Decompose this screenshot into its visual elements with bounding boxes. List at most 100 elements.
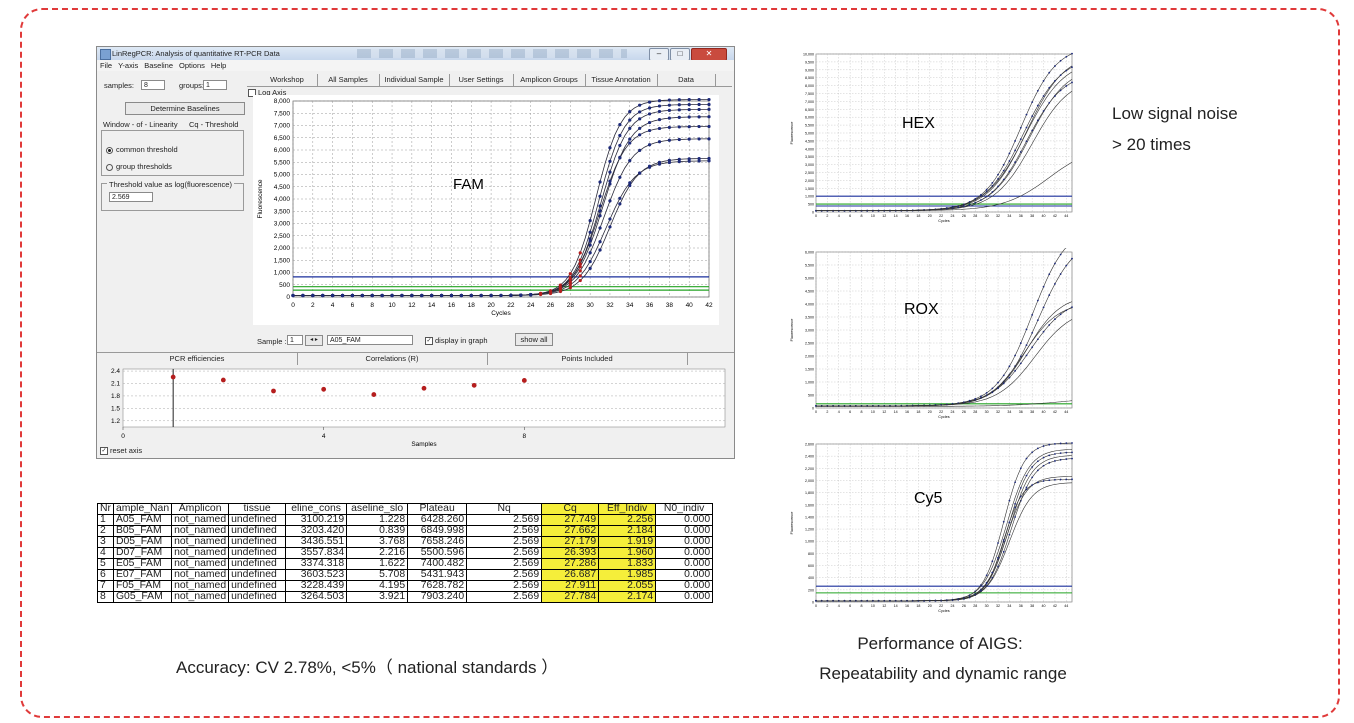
y-tick-label: 6,500: [274, 135, 291, 142]
data-point: [980, 199, 982, 201]
x-tick-label: 38: [1030, 410, 1034, 414]
determine-baselines-button[interactable]: Determine Baselines: [125, 102, 245, 115]
data-point: [1014, 149, 1017, 152]
plot-area: [122, 368, 726, 428]
menu-help[interactable]: Help: [210, 61, 227, 70]
data-point: [1014, 516, 1017, 518]
rox-chart: 0 500 1,000 1,500 2,000 2,500 3,000 3,500 4,000 4…: [784, 248, 1074, 424]
tab-pcr-efficiencies[interactable]: PCR efficiencies: [97, 353, 298, 365]
fam-data-point: [608, 179, 612, 183]
tab-cq-threshold[interactable]: Cq - Threshold: [189, 120, 239, 129]
fam-data-point: [598, 214, 602, 218]
data-point: [997, 387, 999, 390]
threshold-field[interactable]: 2.569: [109, 192, 153, 202]
fam-data-point: [420, 293, 424, 298]
table-cell: F05_FAM: [112, 580, 173, 592]
x-tick-label: 4: [838, 604, 840, 608]
fam-data-point: [638, 171, 642, 175]
table-cell: 1.622: [346, 558, 409, 570]
y-tick-label: 400: [808, 576, 814, 580]
display-in-graph-checkbox[interactable]: ✓ display in graph: [425, 336, 488, 346]
data-point: [997, 185, 999, 188]
data-point: [1071, 306, 1073, 309]
col-header: Plateau: [407, 503, 468, 515]
data-point: [1065, 55, 1068, 58]
y-tick-label: 500: [279, 282, 290, 289]
x-tick-label: 30: [985, 410, 989, 414]
y-tick-label: 4,000: [805, 147, 814, 151]
x-tick-label: 34: [1007, 214, 1011, 218]
data-point: [997, 556, 999, 559]
fam-data-point: [697, 97, 701, 102]
tab-amplicon-groups[interactable]: Amplicon Groups: [513, 74, 586, 86]
data-point: [1048, 71, 1051, 74]
col-header: Amplicon: [171, 503, 230, 515]
table-cell: not_named: [171, 536, 230, 548]
data-point: [997, 173, 999, 176]
tab-tissue-annotation[interactable]: Tissue Annotation: [585, 74, 658, 86]
tab-points-included[interactable]: Points Included: [487, 353, 688, 365]
reset-axis-checkbox[interactable]: ✓ reset axis: [100, 446, 142, 456]
data-point: [1019, 495, 1022, 498]
x-tick-label: 12: [882, 604, 886, 608]
y-tick-label: 0: [286, 294, 290, 301]
tab-window-of-linearity[interactable]: Window - of - Linearity: [103, 120, 178, 129]
display-in-graph-label: display in graph: [435, 336, 488, 345]
log-axis-checkbox[interactable]: Log Axis: [248, 88, 286, 98]
y-tick-label: 5,000: [805, 132, 814, 136]
sample-name-field[interactable]: A05_FAM: [327, 335, 413, 345]
table-cell: not_named: [171, 580, 230, 592]
x-tick-label: 32: [996, 214, 1000, 218]
menu-file[interactable]: File: [100, 61, 113, 70]
x-tick-label: 42: [1053, 604, 1057, 608]
main-tabs: Workshop All Samples Individual Sample U…: [247, 74, 732, 87]
samples-field[interactable]: 8: [141, 80, 165, 90]
table-cell: 2: [97, 525, 114, 537]
radio-dot-off-icon: [106, 163, 113, 171]
table-cell: G05_FAM: [112, 591, 173, 603]
x-tick-label: 38: [666, 302, 674, 309]
data-point: [1065, 264, 1068, 267]
fam-data-point: [657, 140, 662, 144]
table-cell: undefined: [228, 569, 287, 581]
x-tick-label: 22: [939, 214, 943, 218]
menu-options[interactable]: Options: [179, 61, 205, 70]
radio-common-threshold[interactable]: common threshold: [106, 145, 178, 154]
data-point: [1054, 283, 1056, 285]
fam-data-point: [677, 157, 681, 161]
fam-data-point: [430, 293, 434, 298]
fam-data-point: [499, 293, 503, 298]
data-point: [1054, 318, 1056, 321]
fam-data-point: [618, 202, 622, 206]
tab-workshop[interactable]: Workshop: [257, 74, 318, 86]
radio-group-thresholds[interactable]: group thresholds: [106, 162, 172, 171]
series-line: [816, 400, 1073, 407]
sample-index-field[interactable]: 1: [287, 335, 303, 345]
fam-data-point: [647, 143, 652, 147]
threshold-label: Threshold value as log(fluorescence): [107, 180, 234, 189]
tab-user-settings[interactable]: User Settings: [449, 74, 514, 86]
fam-data-point: [489, 293, 493, 298]
fam-data-point: [707, 97, 711, 102]
table-cell: 2.569: [466, 558, 543, 570]
x-tick-label: 30: [985, 214, 989, 218]
table-cell: 3203.420: [285, 525, 348, 537]
x-tick-label: 34: [1007, 604, 1011, 608]
y-tick-label: 1,500: [805, 187, 814, 191]
menu-y-axis[interactable]: Y-axis: [118, 61, 139, 70]
tab-individual-sample[interactable]: Individual Sample: [379, 74, 450, 86]
fam-data-point: [608, 225, 612, 229]
menu-baseline[interactable]: Baseline: [144, 61, 174, 70]
show-all-button[interactable]: show all: [515, 333, 553, 346]
groups-field[interactable]: 1: [203, 80, 227, 90]
data-point: [1065, 458, 1068, 460]
data-point: [1042, 306, 1045, 309]
tab-all-samples[interactable]: All Samples: [317, 74, 380, 86]
tab-correlations[interactable]: Correlations (R): [297, 353, 488, 365]
threshold-mode-panel: [101, 130, 244, 176]
tab-data[interactable]: Data: [657, 74, 716, 86]
sample-stepper[interactable]: ◂ ▸: [305, 335, 323, 346]
plot-area: [815, 443, 1073, 603]
data-point: [1059, 313, 1062, 316]
x-axis-label: Cycles: [938, 609, 949, 613]
